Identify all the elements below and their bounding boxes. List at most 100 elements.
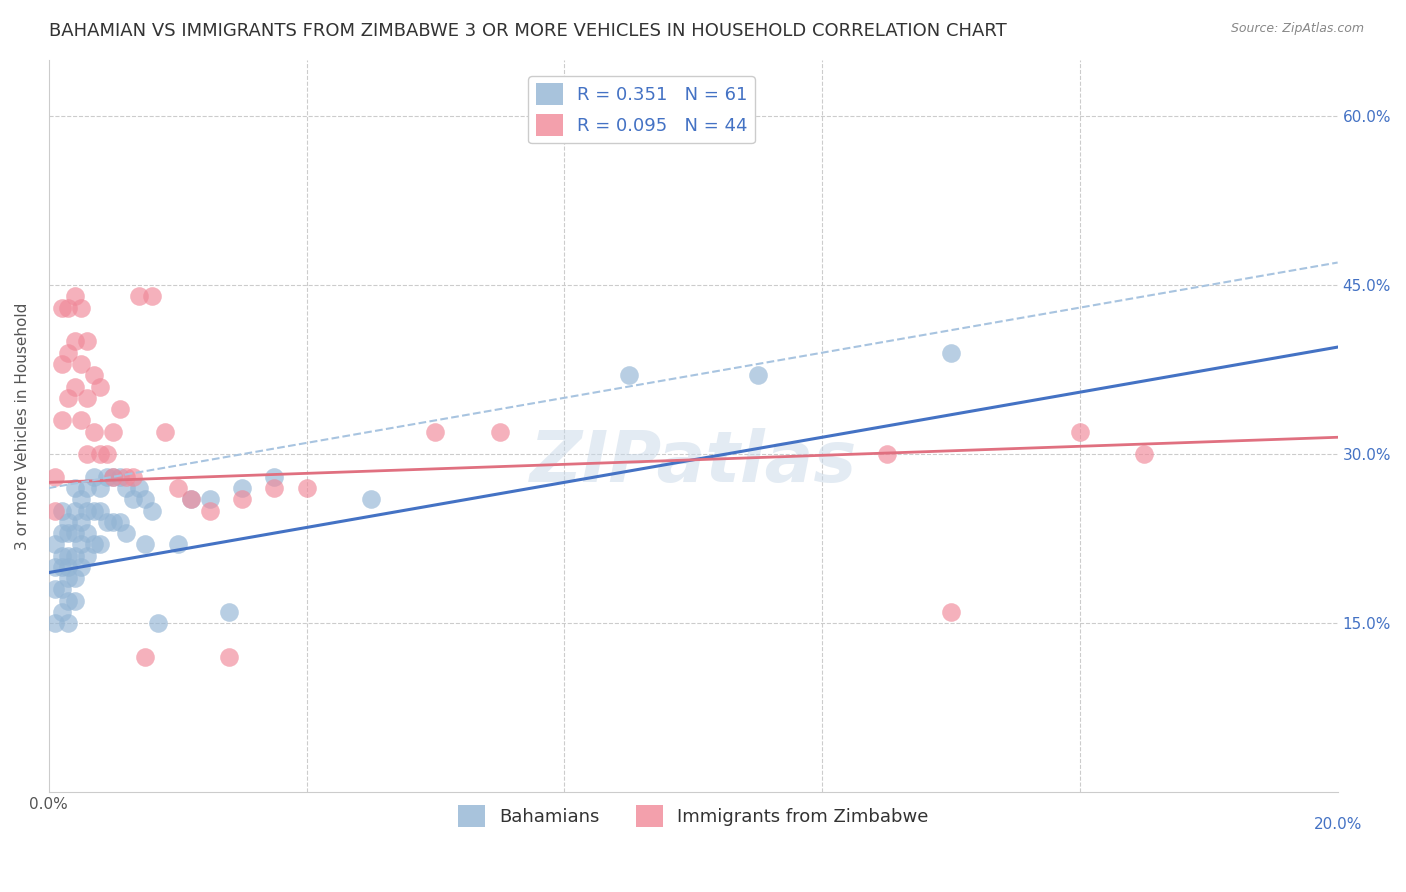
Point <box>166 537 188 551</box>
Point <box>489 425 512 439</box>
Point <box>63 526 86 541</box>
Point <box>56 560 79 574</box>
Point <box>76 447 98 461</box>
Point <box>134 492 156 507</box>
Point <box>70 357 93 371</box>
Point <box>231 481 253 495</box>
Point <box>56 526 79 541</box>
Point <box>198 503 221 517</box>
Point <box>83 425 105 439</box>
Point <box>63 334 86 349</box>
Point <box>51 526 73 541</box>
Point <box>83 537 105 551</box>
Point <box>44 469 66 483</box>
Point <box>128 289 150 303</box>
Point <box>96 515 118 529</box>
Point <box>51 301 73 315</box>
Point <box>218 605 240 619</box>
Point <box>70 537 93 551</box>
Point <box>63 549 86 563</box>
Point <box>56 391 79 405</box>
Point <box>153 425 176 439</box>
Point <box>44 537 66 551</box>
Point <box>70 413 93 427</box>
Point <box>134 650 156 665</box>
Point <box>134 537 156 551</box>
Point <box>747 368 769 383</box>
Point <box>89 481 111 495</box>
Point <box>96 447 118 461</box>
Point <box>1133 447 1156 461</box>
Point <box>63 289 86 303</box>
Point <box>63 593 86 607</box>
Point <box>198 492 221 507</box>
Point <box>218 650 240 665</box>
Point <box>56 515 79 529</box>
Y-axis label: 3 or more Vehicles in Household: 3 or more Vehicles in Household <box>15 302 30 549</box>
Point <box>51 503 73 517</box>
Point <box>166 481 188 495</box>
Point <box>141 503 163 517</box>
Point <box>103 515 125 529</box>
Point <box>108 469 131 483</box>
Point <box>148 616 170 631</box>
Point <box>89 447 111 461</box>
Text: BAHAMIAN VS IMMIGRANTS FROM ZIMBABWE 3 OR MORE VEHICLES IN HOUSEHOLD CORRELATION: BAHAMIAN VS IMMIGRANTS FROM ZIMBABWE 3 O… <box>49 22 1007 40</box>
Text: Source: ZipAtlas.com: Source: ZipAtlas.com <box>1230 22 1364 36</box>
Point <box>617 368 640 383</box>
Point <box>44 616 66 631</box>
Point <box>939 345 962 359</box>
Point <box>51 605 73 619</box>
Point <box>56 616 79 631</box>
Point <box>70 560 93 574</box>
Point <box>56 549 79 563</box>
Point <box>63 503 86 517</box>
Point <box>70 492 93 507</box>
Point <box>51 560 73 574</box>
Point <box>263 469 285 483</box>
Point <box>876 447 898 461</box>
Point <box>56 301 79 315</box>
Point <box>108 402 131 417</box>
Point <box>89 379 111 393</box>
Point <box>180 492 202 507</box>
Point <box>103 469 125 483</box>
Point <box>76 481 98 495</box>
Point <box>115 481 138 495</box>
Point <box>63 571 86 585</box>
Point <box>76 526 98 541</box>
Text: ZIPatlas: ZIPatlas <box>530 428 856 497</box>
Point <box>76 334 98 349</box>
Point <box>425 425 447 439</box>
Point <box>44 560 66 574</box>
Point <box>939 605 962 619</box>
Point <box>141 289 163 303</box>
Point <box>76 503 98 517</box>
Point <box>83 503 105 517</box>
Point <box>180 492 202 507</box>
Point <box>63 379 86 393</box>
Point <box>44 503 66 517</box>
Point <box>63 481 86 495</box>
Point <box>360 492 382 507</box>
Point <box>115 526 138 541</box>
Point <box>83 368 105 383</box>
Point <box>51 357 73 371</box>
Point <box>108 515 131 529</box>
Point <box>44 582 66 597</box>
Point <box>128 481 150 495</box>
Point <box>263 481 285 495</box>
Point <box>76 549 98 563</box>
Point <box>76 391 98 405</box>
Point <box>51 582 73 597</box>
Point <box>51 413 73 427</box>
Point <box>103 425 125 439</box>
Point <box>1069 425 1091 439</box>
Point <box>83 469 105 483</box>
Point <box>231 492 253 507</box>
Point <box>295 481 318 495</box>
Point <box>51 549 73 563</box>
Point <box>56 345 79 359</box>
Legend: Bahamians, Immigrants from Zimbabwe: Bahamians, Immigrants from Zimbabwe <box>450 798 936 835</box>
Point <box>56 571 79 585</box>
